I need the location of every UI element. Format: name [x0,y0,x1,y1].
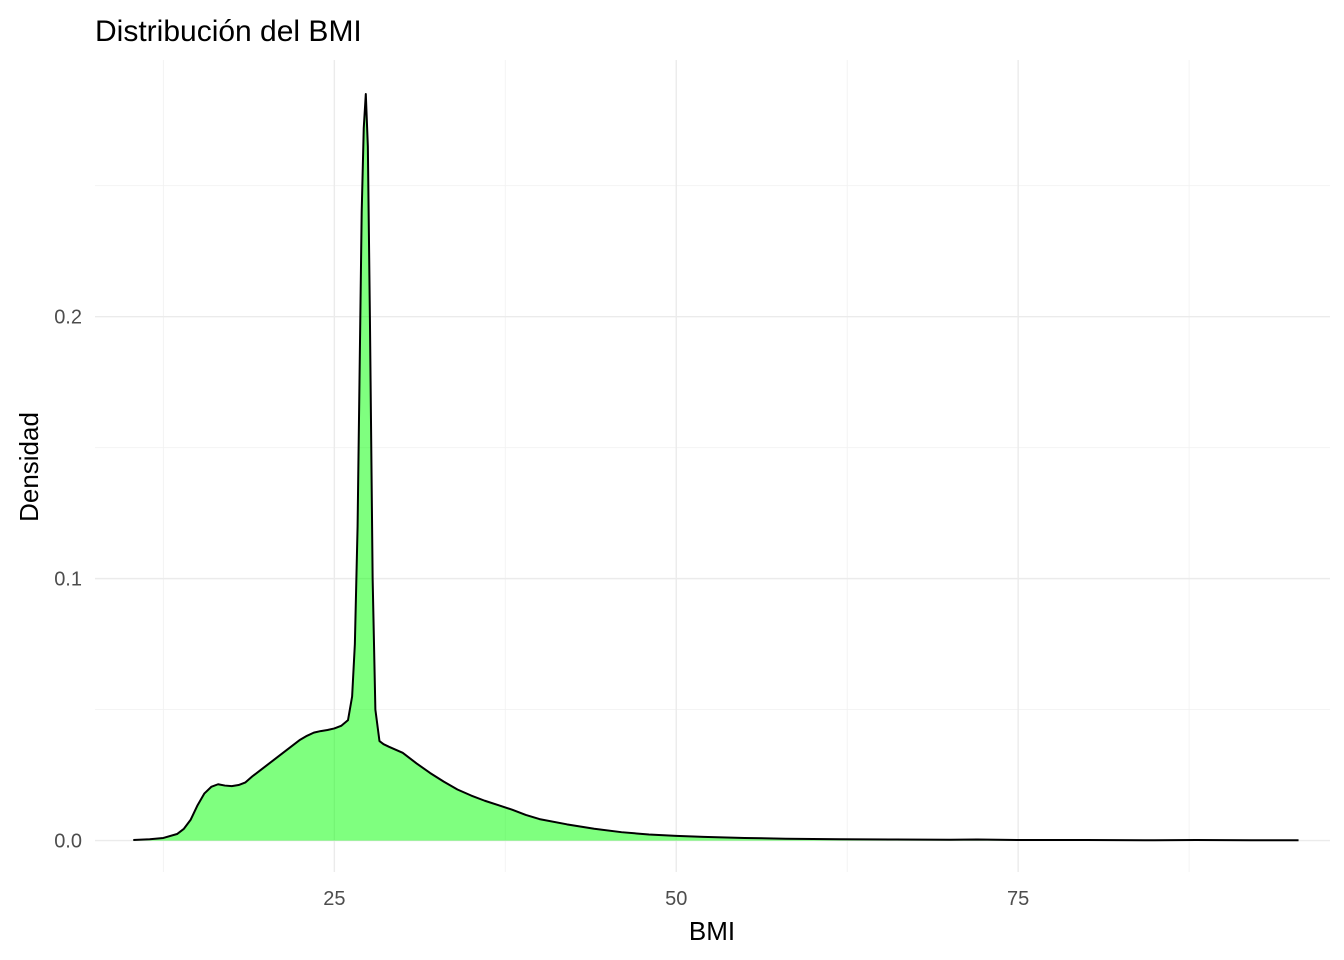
y-axis-title: Densidad [14,412,44,522]
x-tick-label-0: 25 [323,888,345,910]
y-tick-label-0: 0.0 [54,831,82,853]
x-axis-title: BMI [689,916,735,946]
chart-title: Distribución del BMI [95,15,362,48]
density-area-layer [133,93,1299,842]
tick-labels: 25 50 75 0.0 0.1 0.2 [54,307,1029,910]
x-tick-label-1: 50 [665,888,687,910]
y-tick-label-1: 0.1 [54,569,82,591]
x-tick-label-2: 75 [1007,888,1029,910]
y-tick-label-2: 0.2 [54,307,82,329]
grid-lines [95,60,1330,872]
density-area [133,94,1299,841]
density-line [133,93,1299,842]
